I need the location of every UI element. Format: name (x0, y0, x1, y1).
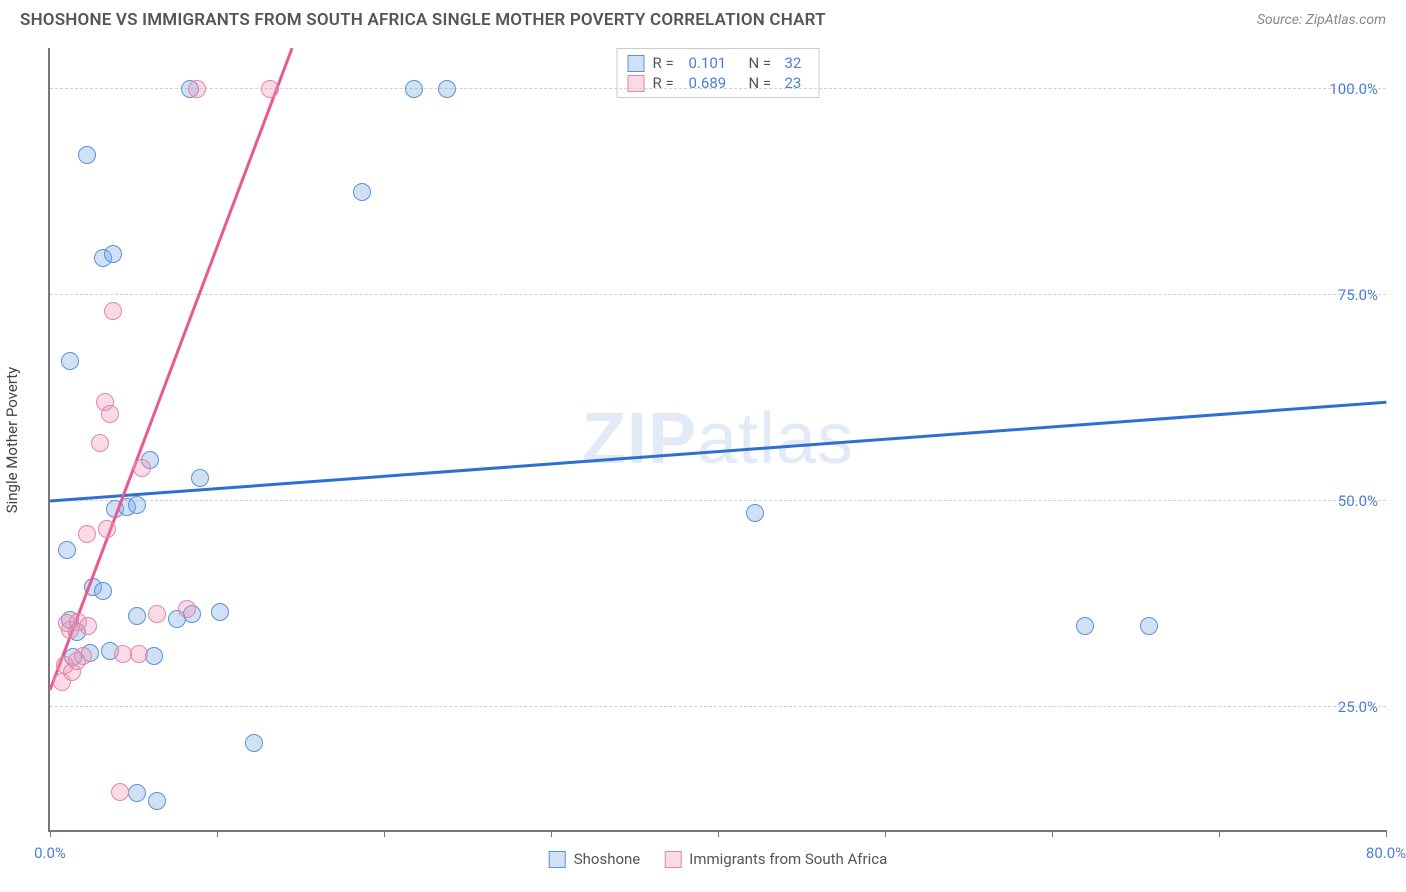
data-point (58, 541, 76, 559)
header: SHOSHONE VS IMMIGRANTS FROM SOUTH AFRICA… (0, 0, 1406, 36)
legend-item: Immigrants from South Africa (664, 850, 887, 868)
y-tick-label: 75.0% (1338, 286, 1378, 304)
data-point (188, 80, 206, 98)
y-tick-label: 25.0% (1338, 698, 1378, 716)
x-tick (50, 830, 51, 837)
x-tick (1219, 830, 1220, 837)
gridline (50, 294, 1386, 295)
data-point (128, 607, 146, 625)
x-tick (1052, 830, 1053, 837)
legend-swatch (628, 55, 645, 72)
data-point (746, 504, 764, 522)
x-tick (217, 830, 218, 837)
data-point (148, 605, 166, 623)
data-point (191, 469, 209, 487)
data-point (405, 80, 423, 98)
n-label: N = (749, 74, 777, 92)
data-point (128, 784, 146, 802)
data-point (128, 496, 146, 514)
gridline (50, 500, 1386, 501)
data-point (178, 600, 196, 618)
r-label: R = (653, 54, 681, 72)
legend-correlation: R = 0.101 N = 32 R = 0.689 N = 23 (617, 48, 820, 98)
data-point (211, 603, 229, 621)
scatter-plot: ZIPatlas R =0.101N =32R =0.689N =23 Shos… (48, 48, 1386, 832)
legend-label: Shoshone (574, 850, 641, 868)
data-point (353, 183, 371, 201)
r-value: 0.101 (689, 54, 741, 72)
watermark-bold: ZIP (582, 399, 697, 479)
source-label: Source: ZipAtlas.com (1257, 12, 1386, 28)
y-tick-label: 50.0% (1338, 492, 1378, 510)
data-point (133, 459, 151, 477)
y-axis-label: Single Mother Poverty (3, 367, 21, 514)
legend-swatch (664, 851, 681, 868)
y-tick-label: 100.0% (1329, 80, 1378, 98)
data-point (61, 352, 79, 370)
x-tick-label: 80.0% (1366, 844, 1406, 862)
x-tick (1386, 830, 1387, 837)
data-point (98, 520, 116, 538)
data-point (130, 645, 148, 663)
legend-row: R = 0.101 N = 32 (628, 53, 809, 73)
x-tick (885, 830, 886, 837)
chart-title: SHOSHONE VS IMMIGRANTS FROM SOUTH AFRICA… (20, 10, 826, 30)
legend-label: Immigrants from South Africa (689, 850, 887, 868)
x-tick (384, 830, 385, 837)
r-value: 0.689 (689, 74, 741, 92)
trend-line (49, 47, 294, 690)
data-point (78, 525, 96, 543)
data-point (148, 792, 166, 810)
legend-item: Shoshone (549, 850, 641, 868)
legend-series: Shoshone Immigrants from South Africa (549, 850, 888, 868)
chart-area: Single Mother Poverty ZIPatlas R =0.101N… (48, 48, 1386, 832)
data-point (94, 582, 112, 600)
data-point (104, 302, 122, 320)
x-tick (718, 830, 719, 837)
data-point (1076, 617, 1094, 635)
watermark: ZIPatlas (582, 398, 854, 480)
x-tick (551, 830, 552, 837)
data-point (261, 80, 279, 98)
data-point (245, 734, 263, 752)
watermark-rest: atlas (697, 399, 854, 479)
legend-row: R = 0.689 N = 23 (628, 73, 809, 93)
n-value: 32 (785, 54, 809, 72)
gridline (50, 88, 1386, 89)
data-point (438, 80, 456, 98)
n-label: N = (749, 54, 777, 72)
x-tick-label: 0.0% (34, 844, 66, 862)
trend-line (50, 400, 1386, 502)
legend-swatch (549, 851, 566, 868)
data-point (1140, 617, 1158, 635)
data-point (101, 405, 119, 423)
data-point (78, 146, 96, 164)
data-point (91, 434, 109, 452)
n-value: 23 (785, 74, 809, 92)
data-point (104, 245, 122, 263)
data-point (111, 783, 129, 801)
data-point (79, 617, 97, 635)
r-label: R = (653, 74, 681, 92)
data-point (74, 647, 92, 665)
gridline (50, 706, 1386, 707)
